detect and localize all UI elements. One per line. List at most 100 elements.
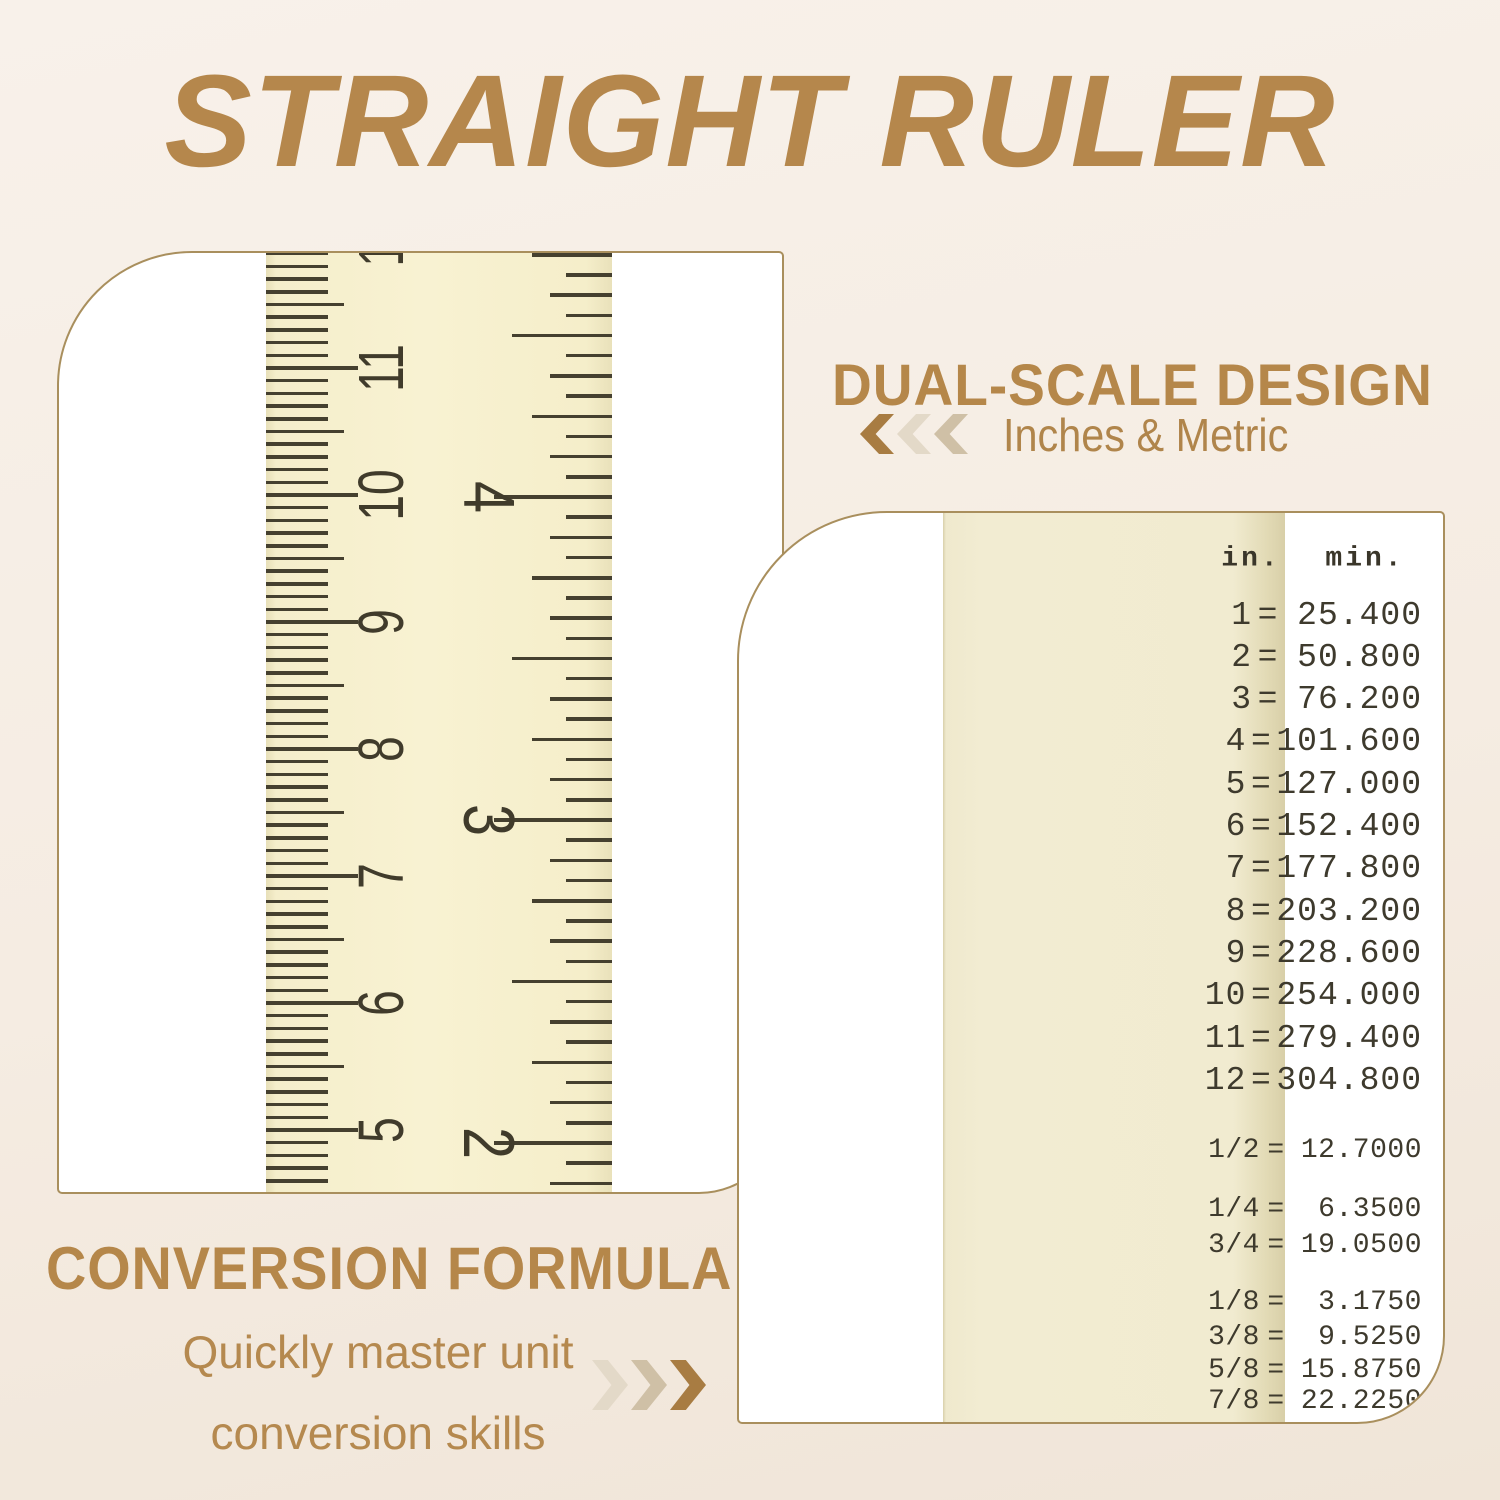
- table-header-mm: min.: [1325, 543, 1405, 575]
- equals-sign: =: [1257, 681, 1279, 719]
- inch-value: 8: [1225, 892, 1247, 930]
- inch-tick: [550, 1100, 612, 1105]
- chevron-right-icon: [631, 1360, 667, 1410]
- inch-scale-number: 4: [448, 480, 528, 514]
- cm-tick: [266, 518, 328, 523]
- cm-tick: [266, 1140, 328, 1145]
- inch-tick: [566, 475, 612, 479]
- cm-tick: [266, 429, 344, 434]
- equals-sign: =: [1267, 1354, 1285, 1386]
- inch-tick: [550, 454, 612, 459]
- inch-value: 10: [1204, 977, 1247, 1015]
- inch-value: 1/4: [1208, 1193, 1260, 1225]
- conversion-strip: in. min. 1 = 25.400 2 = 50.800 3 = 76.200 4 = 101.6…: [943, 513, 1422, 1422]
- cm-tick: [266, 378, 328, 383]
- table-row: 5/8 = 15.8750: [1164, 1350, 1422, 1390]
- mm-value: 12.7000: [1300, 1134, 1422, 1166]
- cm-tick: [266, 290, 328, 294]
- inch-tick: [566, 1121, 612, 1125]
- inch-tick: [512, 656, 612, 661]
- inch-tick: [566, 313, 612, 318]
- cm-tick: [266, 1090, 328, 1094]
- cm-tick: [266, 1039, 328, 1043]
- equals-sign: =: [1250, 892, 1272, 930]
- inch-tick: [550, 616, 612, 620]
- equals-sign: =: [1267, 1385, 1285, 1417]
- mm-value: 15.8750: [1300, 1354, 1422, 1386]
- inch-tick: [550, 374, 612, 378]
- cm-tick: [266, 607, 328, 612]
- cm-tick: [266, 988, 328, 993]
- cm-tick: [266, 632, 328, 637]
- cm-tick: [266, 785, 328, 789]
- cm-tick: [266, 594, 328, 599]
- mm-value: 127.000: [1276, 765, 1422, 803]
- inch-tick: [550, 939, 612, 943]
- cm-scale-number: 5: [345, 1117, 417, 1143]
- cm-tick: [266, 836, 328, 840]
- inch-value: 4: [1225, 723, 1247, 761]
- inch-tick: [550, 777, 612, 782]
- equals-sign: =: [1267, 1229, 1285, 1261]
- inch-tick: [566, 1080, 612, 1085]
- equals-sign: =: [1250, 765, 1272, 803]
- cm-scale-number: 10: [345, 469, 417, 521]
- table-row: 3/4 = 19.0500: [1164, 1225, 1422, 1265]
- cm-tick: [266, 950, 328, 954]
- equals-sign: =: [1267, 1286, 1285, 1318]
- cm-tick: [266, 721, 328, 726]
- mm-value: 22.2250: [1300, 1385, 1422, 1417]
- cm-tick: [266, 772, 328, 777]
- cm-tick: [266, 671, 328, 675]
- cm-tick: [266, 1115, 328, 1120]
- cm-scale-number: 8: [345, 736, 417, 762]
- cm-scale-number: 6: [345, 990, 417, 1016]
- inch-tick: [566, 353, 612, 358]
- inch-tick: [512, 333, 612, 338]
- conversion-formula-subtitle: Quickly master unit conversion skills: [158, 1312, 598, 1474]
- page-title: STRAIGHT RULER: [164, 46, 1336, 194]
- cm-tick: [266, 886, 328, 891]
- cm-tick: [266, 417, 328, 421]
- mm-value: 177.800: [1276, 850, 1422, 888]
- inch-value: 12: [1204, 1061, 1247, 1099]
- inch-value: 1/8: [1208, 1286, 1260, 1318]
- table-row: 3 = 76.200: [1164, 680, 1422, 720]
- inch-tick: [550, 535, 612, 540]
- cm-tick: [266, 480, 328, 485]
- inch-value: 6: [1225, 808, 1247, 845]
- cm-tick: [266, 861, 328, 866]
- inch-value: 3/8: [1208, 1321, 1260, 1353]
- mm-value: 76.200: [1297, 681, 1422, 719]
- cm-tick: [266, 848, 328, 853]
- cm-tick: [266, 683, 344, 688]
- table-row: 7/8 = 22.2250: [1164, 1381, 1422, 1421]
- inch-tick: [532, 899, 612, 903]
- inch-tick: [532, 253, 612, 257]
- inch-tick: [566, 273, 612, 277]
- cm-tick: [266, 620, 358, 624]
- equals-sign: =: [1250, 934, 1272, 972]
- chevron-left-icon: [934, 414, 968, 454]
- mm-value: 19.0500: [1300, 1229, 1422, 1261]
- cm-tick: [266, 253, 328, 256]
- inch-tick: [566, 515, 612, 519]
- cm-tick: [266, 315, 328, 319]
- cm-tick: [266, 328, 328, 332]
- cm-tick: [266, 709, 328, 713]
- table-row: 12 = 304.800: [1164, 1060, 1422, 1100]
- equals-sign: =: [1250, 977, 1272, 1015]
- inch-tick: [494, 1141, 612, 1145]
- equals-sign: =: [1267, 1193, 1285, 1225]
- inch-tick: [566, 596, 612, 600]
- inch-value: 2: [1231, 638, 1252, 676]
- table-row: 3/8 = 9.5250: [1164, 1317, 1422, 1357]
- equals-sign: =: [1250, 808, 1272, 845]
- cm-tick: [266, 1102, 328, 1107]
- chevrons-left-icon: [860, 414, 968, 454]
- table-row: 9 = 228.600: [1164, 933, 1422, 973]
- inch-tick: [566, 555, 612, 560]
- equals-sign: =: [1250, 1019, 1272, 1057]
- inch-tick: [550, 1181, 612, 1186]
- inch-value: 7/8: [1208, 1385, 1260, 1417]
